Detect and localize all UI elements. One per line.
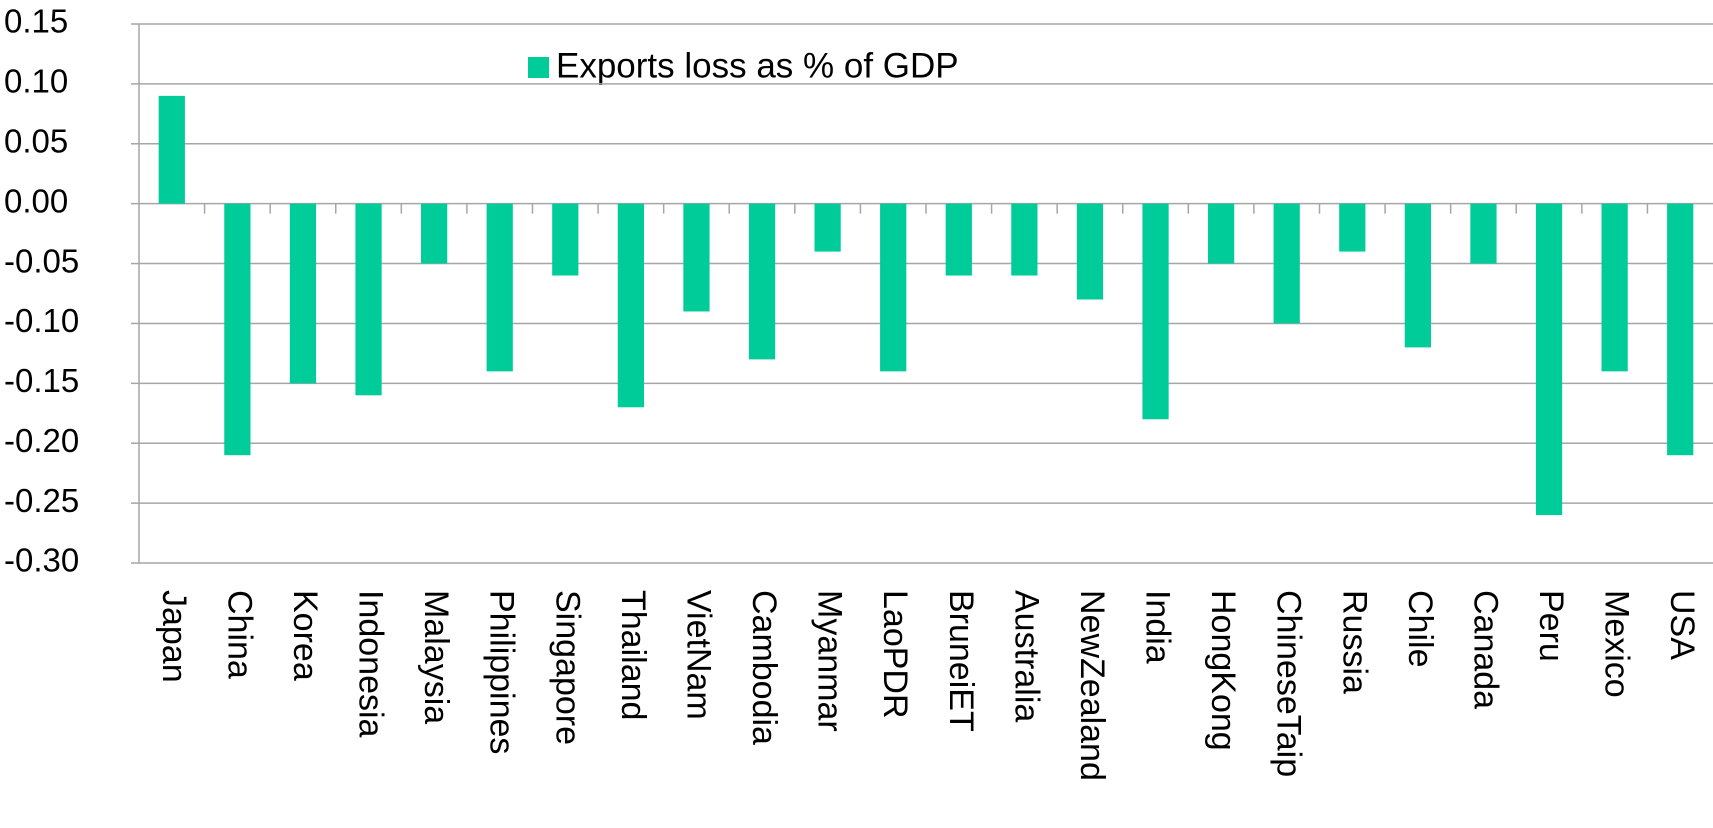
legend-label: Exports loss as % of GDP (556, 46, 959, 85)
x-tick-label: Japan (155, 590, 193, 683)
x-tick-label: BruneiET (942, 590, 980, 732)
x-tick-label: Russia (1335, 590, 1373, 694)
bar (1339, 203, 1366, 252)
bar (1208, 203, 1235, 264)
x-tick-label: Canada (1466, 590, 1504, 709)
bar (1535, 203, 1563, 516)
bar (748, 203, 776, 360)
bar (945, 203, 972, 276)
legend-swatch (528, 57, 549, 78)
bar (1273, 203, 1300, 324)
x-tick-label: LaoPDR (876, 590, 914, 719)
bar (1601, 203, 1628, 372)
x-tick-label: NewZealand (1073, 590, 1111, 781)
x-tick-label: Cambodia (745, 590, 783, 745)
y-tick-label: -0.15 (4, 362, 79, 399)
y-tick-label: 0.05 (4, 122, 68, 159)
x-tick-label: Mexico (1598, 590, 1636, 698)
bar (1667, 203, 1694, 456)
x-tick-label: China (220, 590, 258, 679)
x-tick-label: ChineseTaip (1270, 590, 1308, 777)
bar (1011, 203, 1038, 276)
y-tick-label: -0.05 (4, 242, 79, 279)
bar (552, 203, 579, 276)
x-tick-label: Indonesia (352, 590, 390, 738)
x-tick-label: Peru (1532, 590, 1570, 662)
bar (1076, 203, 1104, 300)
bar (224, 203, 251, 456)
y-tick-label: -0.20 (4, 422, 79, 459)
bar (1470, 203, 1497, 264)
y-tick-label: -0.30 (4, 542, 79, 579)
x-tick-label: Thailand (614, 590, 652, 720)
x-tick-label: Australia (1007, 590, 1045, 722)
x-tick-label: Philippines (483, 590, 521, 754)
x-tick-label: Malaysia (417, 590, 455, 724)
bar (355, 203, 382, 396)
x-tick-label: India (1139, 590, 1177, 664)
y-tick-label: 0.10 (4, 63, 68, 100)
x-tick-label: Chile (1401, 590, 1439, 667)
bar (289, 203, 317, 384)
y-tick-label: -0.25 (4, 482, 79, 519)
y-tick-label: -0.10 (4, 302, 79, 339)
x-tick-label: Korea (286, 590, 324, 681)
bar (1142, 203, 1169, 420)
bar (158, 95, 185, 204)
y-tick-label: 0.15 (4, 3, 68, 40)
x-tick-label: USA (1663, 590, 1701, 660)
bar (1404, 203, 1431, 348)
y-tick-label: 0.00 (4, 182, 68, 219)
bar (617, 203, 644, 408)
bar (814, 203, 841, 252)
x-tick-label: Singapore (548, 590, 586, 745)
bar (880, 203, 907, 372)
x-tick-label: VietNam (679, 590, 717, 720)
x-tick-label: HongKong (1204, 590, 1242, 751)
x-tick-label: Myanmar (811, 590, 849, 732)
bar (486, 203, 513, 372)
bar (683, 203, 710, 312)
bar (421, 203, 448, 264)
